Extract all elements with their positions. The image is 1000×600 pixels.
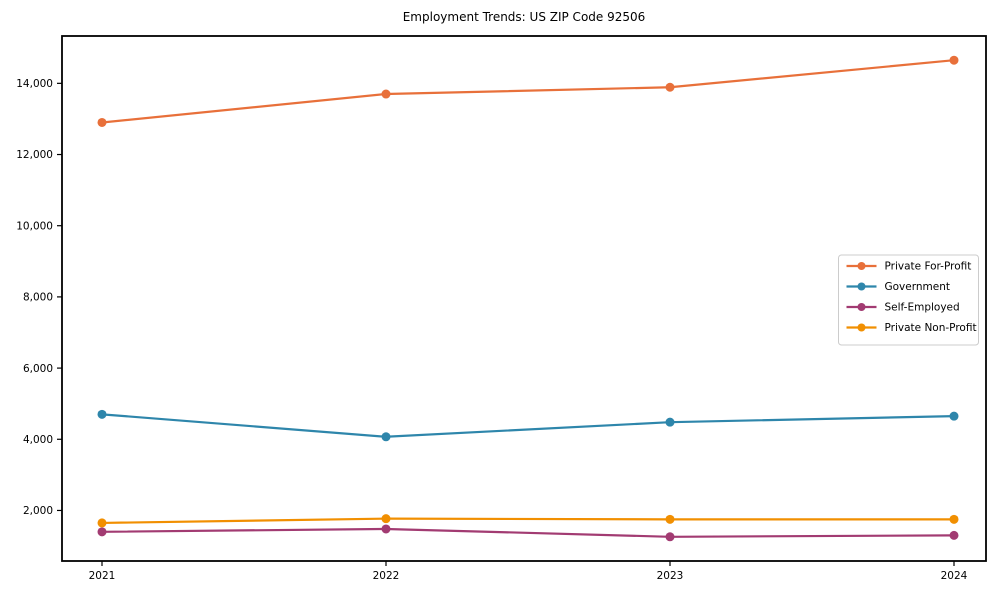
chart-title: Employment Trends: US ZIP Code 92506 [402,10,646,24]
data-point-marker [97,117,107,127]
data-point-marker [665,514,675,524]
legend-box [838,254,979,346]
data-point-marker [381,432,391,442]
legend-label: Self-Employed [885,302,960,314]
data-point-marker [97,527,107,537]
x-axis-tick-label: 2022 [373,570,400,582]
legend-marker [857,303,866,311]
y-axis-tick-label: 2,000 [23,505,53,517]
data-point-marker [381,524,391,534]
series-line [100,517,956,525]
legend-label: Private Non-Profit [885,322,977,334]
legend-label: Government [885,281,950,293]
legend-label: Private For-Profit [885,261,972,273]
y-axis-tick-label: 8,000 [23,292,53,304]
data-point-marker [665,417,675,427]
series-line [100,527,956,538]
series-line [100,59,956,124]
x-axis-tick-label: 2023 [657,570,684,582]
legend-marker [857,282,866,291]
data-point-marker [665,532,675,542]
x-axis-tick-label: 2024 [941,570,968,582]
y-axis-tick-label: 12,000 [16,149,53,161]
x-axis-tick-label: 2021 [89,570,116,582]
y-axis-tick-label: 14,000 [16,78,53,90]
series-line [100,413,956,438]
data-point-marker [381,89,391,99]
legend-marker [857,262,866,270]
data-point-marker [949,55,959,65]
y-axis-tick-label: 6,000 [23,363,53,375]
data-point-marker [97,409,107,419]
y-axis-tick-label: 10,000 [16,220,53,232]
plot-border [61,35,987,562]
data-point-marker [949,530,959,540]
y-axis-tick-label: 4,000 [23,434,53,446]
data-point-marker [949,514,959,524]
data-point-marker [97,518,107,528]
legend-marker [857,323,866,332]
data-point-marker [665,82,675,92]
data-point-marker [381,514,391,524]
data-point-marker [949,411,959,421]
